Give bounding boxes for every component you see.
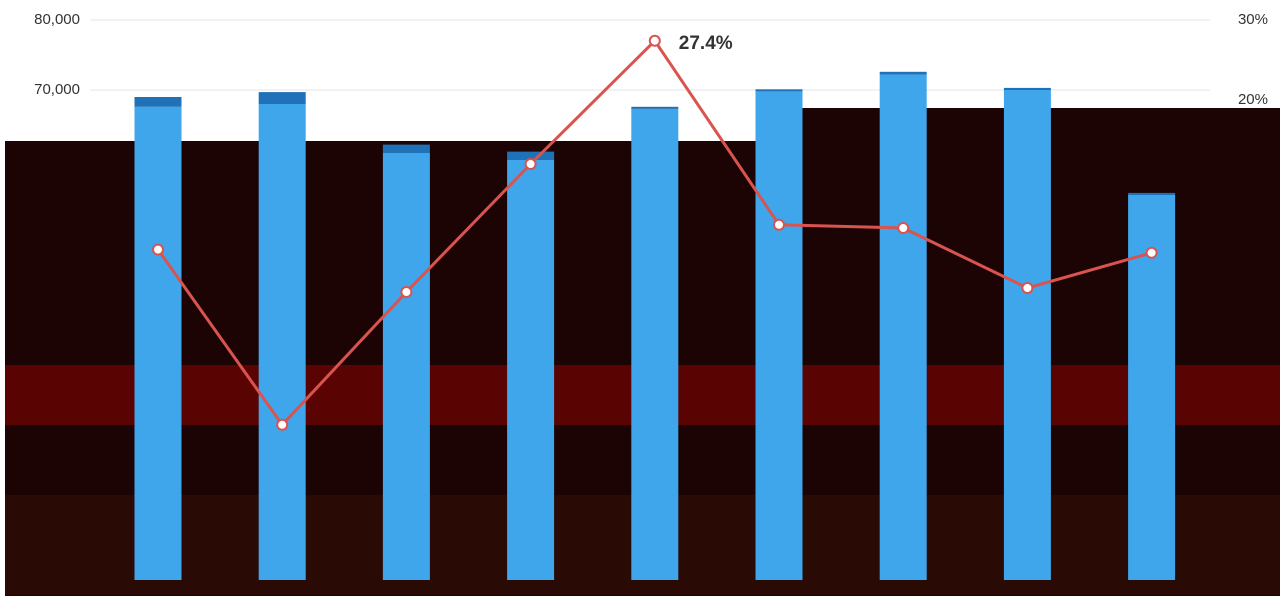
bar <box>134 97 182 107</box>
bar <box>755 89 803 92</box>
bar <box>258 92 306 104</box>
line-point <box>152 243 164 256</box>
line-point <box>1021 282 1034 294</box>
bar <box>1003 87 1051 90</box>
line-point <box>773 218 785 231</box>
bar <box>631 108 679 581</box>
bar <box>507 160 555 580</box>
line-point <box>276 418 289 431</box>
line-point <box>400 286 413 298</box>
bar <box>134 106 182 581</box>
bar <box>382 153 430 580</box>
line-point <box>524 158 537 170</box>
y-tick-label: 70,000 <box>34 81 80 98</box>
bar <box>1128 195 1176 580</box>
bar <box>631 106 679 109</box>
y2-tick-label: 30% <box>1238 11 1268 28</box>
bar <box>755 91 803 581</box>
bar <box>1128 192 1176 195</box>
bar <box>1003 90 1051 580</box>
data-label: 27.4% <box>679 33 733 54</box>
bar <box>879 71 927 75</box>
line-point <box>648 34 661 47</box>
y-tick-label: 80,000 <box>34 11 80 28</box>
y2-tick-label: 20% <box>1238 91 1268 108</box>
bar <box>507 151 555 160</box>
bar <box>879 74 927 580</box>
bar <box>258 104 306 580</box>
line-point <box>1145 246 1158 259</box>
bar <box>382 144 430 153</box>
line-point <box>897 222 910 234</box>
